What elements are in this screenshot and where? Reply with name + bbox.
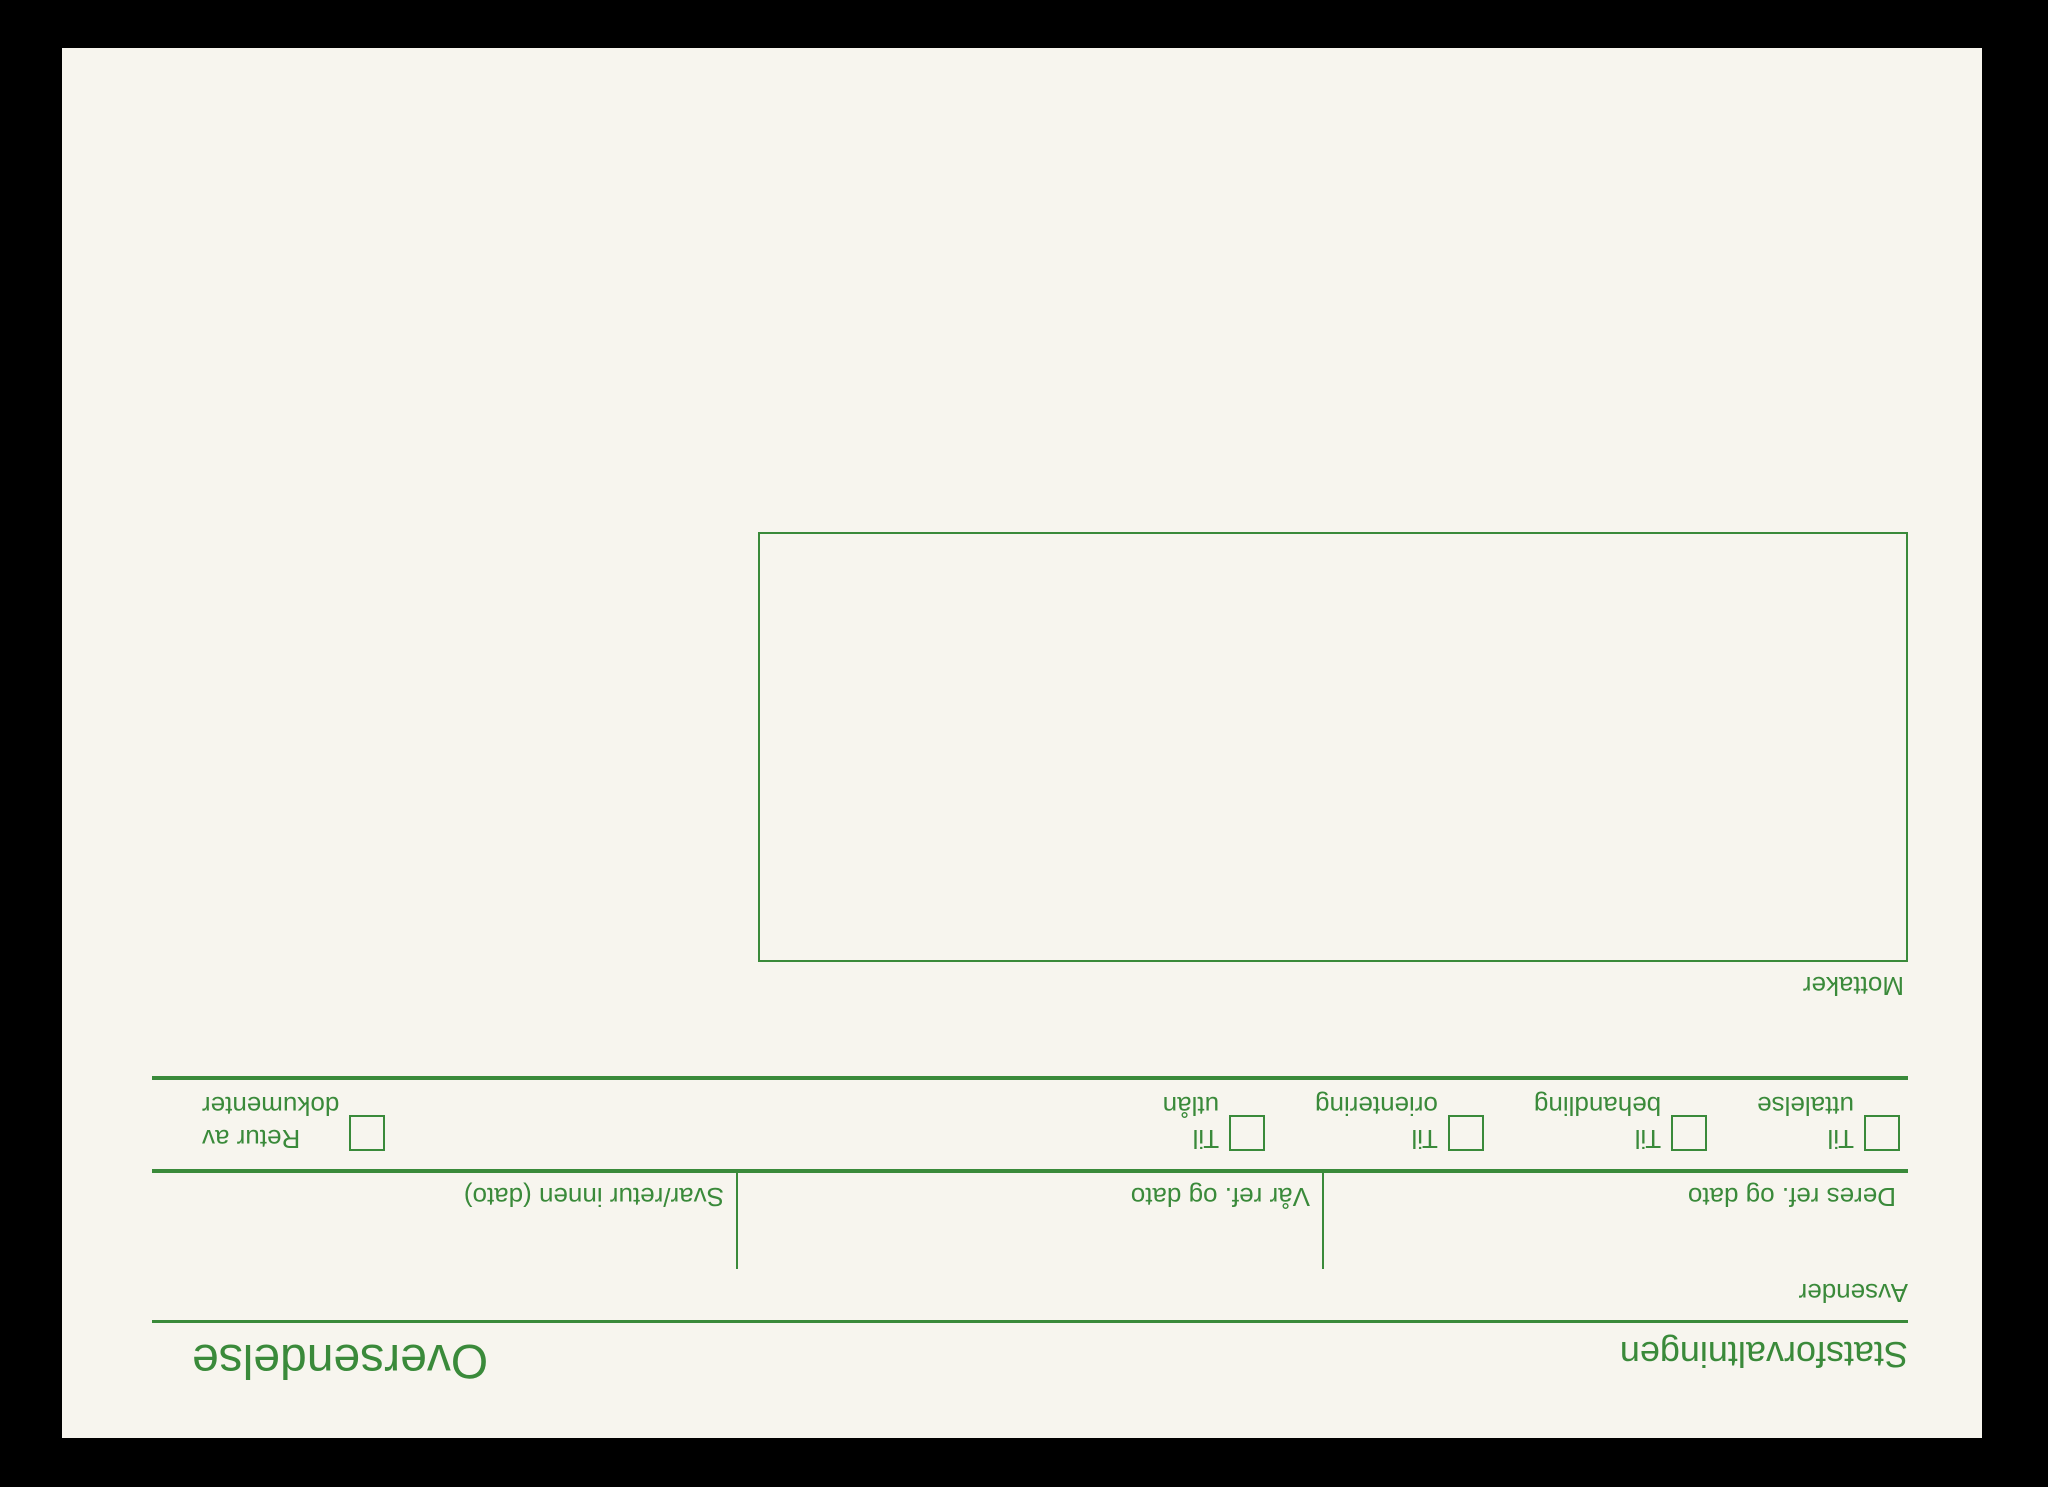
til-label: Til (1163, 1123, 1219, 1156)
behandling-label: behandling (1534, 1090, 1661, 1123)
svar-retur-label: Svar/retur innen (dato) (464, 1181, 724, 1212)
vaar-ref-label: Vår ref. og dato (1131, 1181, 1310, 1212)
svar-retur-cell: Svar/retur innen (dato) (152, 1173, 736, 1269)
til-label: Til (1757, 1123, 1854, 1156)
checkbox-uttalelse[interactable] (1864, 1115, 1900, 1151)
checkbox-label-group: Til orientering (1315, 1090, 1438, 1155)
dokumenter-label: dokumenter (202, 1090, 339, 1123)
checkbox-label-group: Retur av dokumenter (202, 1090, 339, 1155)
reference-row: Deres ref. og dato Vår ref. og dato Svar… (152, 1169, 1908, 1269)
utlaan-label: utlån (1163, 1090, 1219, 1123)
form-content: Statsforvaltningen Oversendelse Avsender… (62, 482, 1982, 1438)
document-paper: Statsforvaltningen Oversendelse Avsender… (62, 48, 1982, 1438)
organization-name: Statsforvaltningen (1620, 1333, 1908, 1375)
recipient-label: Mottaker (152, 970, 1904, 1001)
recipient-section: Mottaker (152, 532, 1908, 1001)
header-row: Statsforvaltningen Oversendelse (152, 1320, 1908, 1388)
recipient-box[interactable] (758, 532, 1908, 962)
deres-ref-cell: Deres ref. og dato (1322, 1173, 1908, 1269)
form-title: Oversendelse (192, 1333, 488, 1388)
checkbox-utlaan[interactable] (1229, 1115, 1265, 1151)
checkbox-label-group: Til uttalelse (1757, 1090, 1854, 1155)
checkbox-label-group: Til behandling (1534, 1090, 1661, 1155)
checkbox-group-utlaan: Til utlån (1163, 1090, 1265, 1155)
checkbox-group-retur: Retur av dokumenter (202, 1090, 385, 1155)
checkbox-group-behandling: Til behandling (1534, 1090, 1707, 1155)
deres-ref-label: Deres ref. og dato (1688, 1181, 1896, 1212)
til-label: Til (1315, 1123, 1438, 1156)
checkbox-group-uttalelse: Til uttalelse (1757, 1090, 1900, 1155)
vaar-ref-cell: Vår ref. og dato (736, 1173, 1322, 1269)
uttalelse-label: uttalelse (1757, 1090, 1854, 1123)
checkbox-retur[interactable] (349, 1115, 385, 1151)
checkbox-label-group: Til utlån (1163, 1090, 1219, 1155)
checkbox-orientering[interactable] (1448, 1115, 1484, 1151)
til-label: Til (1534, 1123, 1661, 1156)
checkbox-group-orientering: Til orientering (1315, 1090, 1484, 1155)
sender-label: Avsender (152, 1269, 1908, 1314)
checkbox-behandling[interactable] (1671, 1115, 1707, 1151)
orientering-label: orientering (1315, 1090, 1438, 1123)
retur-av-label: Retur av (202, 1123, 339, 1156)
checkbox-row: Til uttalelse Til behandling Til oriente… (152, 1076, 1908, 1169)
